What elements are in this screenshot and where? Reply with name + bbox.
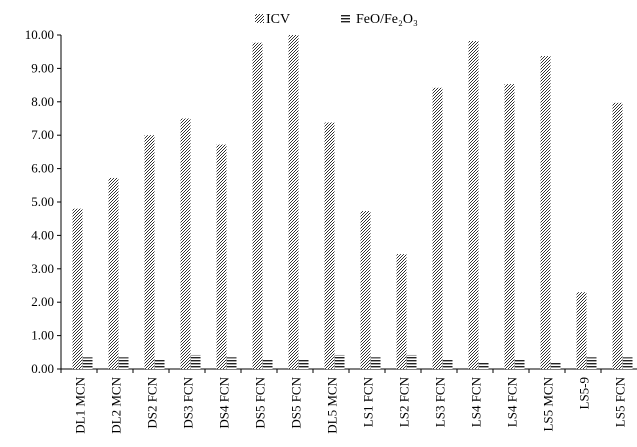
- bars: [72, 35, 633, 370]
- y-tick-label: 1.00: [31, 328, 54, 343]
- x-category-label: LS5 FCN: [612, 376, 627, 427]
- bar-feo-fe2o3: [154, 359, 165, 369]
- bar-icv: [576, 292, 587, 369]
- bar-icv: [252, 42, 263, 369]
- x-category-label: DL2 MCN: [108, 376, 123, 433]
- legend-swatch-feo: [341, 14, 350, 23]
- y-tick-label: 10.00: [25, 27, 54, 42]
- bar-feo-fe2o3: [190, 354, 201, 369]
- x-category-label: LS4 FCN: [504, 376, 519, 427]
- y-tick-label: 9.00: [31, 60, 54, 75]
- x-category-label: DS4 FCN: [216, 376, 231, 428]
- y-tick-label: 2.00: [31, 294, 54, 309]
- bar-feo-fe2o3: [478, 362, 489, 369]
- x-category-label: LS4 FCN: [468, 376, 483, 427]
- x-category-label: DL1 MCN: [72, 376, 87, 433]
- y-tick-label: 6.00: [31, 161, 54, 176]
- bar-icv: [216, 144, 227, 369]
- bar-feo-fe2o3: [622, 357, 633, 369]
- x-category-label: DS5 FCN: [252, 376, 267, 428]
- y-tick-label: 3.00: [31, 261, 54, 276]
- bar-icv: [144, 135, 155, 369]
- bar-feo-fe2o3: [298, 359, 309, 369]
- bar-feo-fe2o3: [370, 357, 381, 369]
- bar-feo-fe2o3: [550, 362, 561, 369]
- y-tick-label: 7.00: [31, 127, 54, 142]
- bar-feo-fe2o3: [82, 357, 93, 369]
- y-tick-label: 0.00: [31, 361, 54, 376]
- x-category-label: LS1 FCN: [360, 376, 375, 427]
- y-tick-label: 8.00: [31, 94, 54, 109]
- x-category-label: LS5-9: [576, 377, 591, 410]
- x-category-label: LS2 FCN: [396, 376, 411, 427]
- bar-icv: [468, 41, 479, 370]
- bar-icv: [72, 208, 83, 369]
- bar-feo-fe2o3: [226, 357, 237, 369]
- legend-label-icv: ICV: [266, 12, 290, 27]
- bar-icv: [612, 102, 623, 369]
- bar-icv: [180, 118, 191, 369]
- x-category-label: LS5 MCN: [540, 376, 555, 431]
- bar-feo-fe2o3: [118, 357, 129, 369]
- bar-feo-fe2o3: [406, 354, 417, 369]
- bar-feo-fe2o3: [262, 359, 273, 369]
- x-category-label: DS3 FCN: [180, 376, 195, 428]
- y-tick-label: 5.00: [31, 194, 54, 209]
- y-tick-label: 4.00: [31, 227, 54, 242]
- y-axis-ticks: 0.00 1.00 2.00 3.00 4.00 5.00 6.00 7.00 8.00 9.00…: [25, 27, 61, 376]
- bar-feo-fe2o3: [334, 354, 345, 369]
- bar-icv: [432, 87, 443, 369]
- bar-icv: [360, 211, 371, 369]
- x-category-label: DL5 MCN: [324, 376, 339, 433]
- x-category-label: LS3 FCN: [432, 376, 447, 427]
- bar-icv: [540, 56, 551, 370]
- x-category-label: DS5 FCN: [288, 376, 303, 428]
- bar-icv: [108, 177, 119, 369]
- bar-icv: [324, 122, 335, 370]
- legend-label-feo: FeO/Fe₂O₃: [356, 12, 418, 27]
- bar-icv: [396, 254, 407, 369]
- bar-feo-fe2o3: [442, 359, 453, 369]
- legend: ICV FeO/Fe₂O₃: [255, 12, 418, 27]
- bar-feo-fe2o3: [514, 359, 525, 369]
- x-axis-labels: DL1 MCN DL2 MCN DS2 FCN DS3 FCN DS4 FCN DS5 F…: [60, 369, 627, 434]
- bar-feo-fe2o3: [586, 357, 597, 369]
- legend-swatch-icv: [255, 14, 264, 23]
- x-category-label: DS2 FCN: [144, 376, 159, 428]
- bar-icv: [504, 84, 515, 370]
- bar-icv: [288, 35, 299, 369]
